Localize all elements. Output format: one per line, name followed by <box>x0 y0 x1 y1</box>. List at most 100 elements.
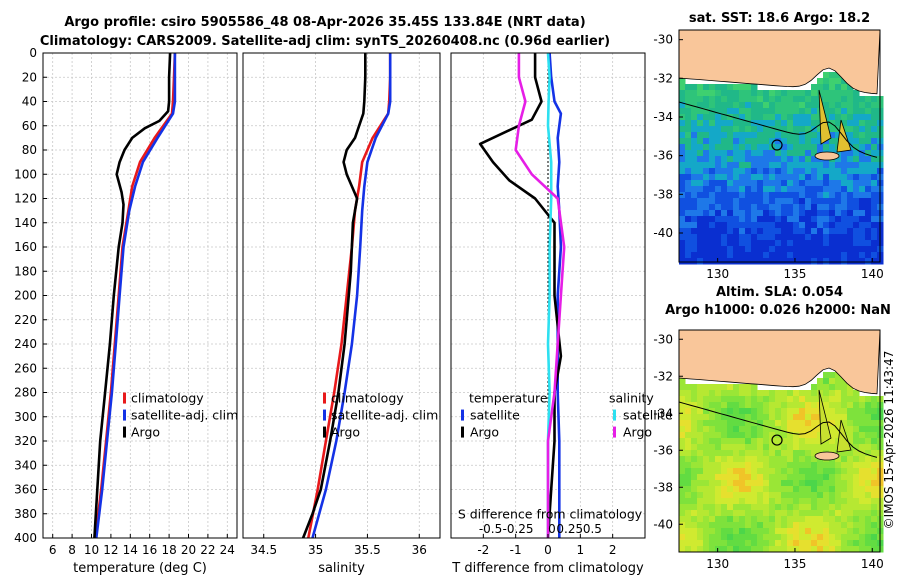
map-cell <box>751 102 758 109</box>
map-cell <box>757 150 764 157</box>
map-cell <box>769 180 776 187</box>
map-cell <box>703 240 710 247</box>
map-cell <box>799 504 806 511</box>
map-cell <box>781 144 788 151</box>
map-cell <box>751 198 758 205</box>
map-cell <box>805 486 812 493</box>
map-cell <box>769 162 776 169</box>
map-cell <box>865 420 872 427</box>
map-cell <box>691 204 698 211</box>
map-cell <box>865 486 872 493</box>
map-cell <box>769 120 776 127</box>
map-cell <box>865 414 872 421</box>
map-cell <box>757 528 764 535</box>
map-cell <box>847 192 854 199</box>
map-cell <box>709 96 716 103</box>
map-cell <box>769 126 776 133</box>
map-cell <box>691 516 698 523</box>
map-cell <box>757 252 764 259</box>
map-cell <box>715 450 722 457</box>
map-cell <box>781 156 788 163</box>
map-cell <box>817 162 824 169</box>
map-cell <box>823 390 830 397</box>
map-cell <box>847 384 854 391</box>
map-cell <box>685 210 692 217</box>
map-cell <box>769 216 776 223</box>
map-cell <box>835 72 842 79</box>
map-cell <box>805 444 812 451</box>
map-cell <box>823 192 830 199</box>
map-cell <box>727 492 734 499</box>
map-cell <box>811 510 818 517</box>
map-cell <box>781 252 788 259</box>
x2-tick-label: 0 <box>548 522 556 536</box>
map-cell <box>793 174 800 181</box>
map-cell <box>853 450 860 457</box>
argo-position-marker <box>771 139 783 151</box>
map-cell <box>787 390 794 397</box>
map-cell <box>781 132 788 139</box>
map-cell <box>799 204 806 211</box>
map-cell <box>835 204 842 211</box>
map-cell <box>703 492 710 499</box>
map-cell <box>703 168 710 175</box>
map-cell <box>697 444 704 451</box>
map-cell <box>865 498 872 505</box>
map-cell <box>715 162 722 169</box>
map-cell <box>805 168 812 175</box>
map-cell <box>703 228 710 235</box>
map-cell <box>763 180 770 187</box>
map-cell <box>841 468 848 475</box>
map-cell <box>685 102 692 109</box>
map-cell <box>697 84 704 91</box>
map-cell <box>805 108 812 115</box>
map-cell <box>739 462 746 469</box>
map-cell <box>739 450 746 457</box>
map-cell <box>685 114 692 121</box>
map-cell <box>709 534 716 541</box>
map-cell <box>721 426 728 433</box>
map-cell <box>709 114 716 121</box>
map-cell <box>757 444 764 451</box>
map-cell <box>691 450 698 457</box>
map-cell <box>721 456 728 463</box>
map-cell <box>769 528 776 535</box>
map-cell <box>763 168 770 175</box>
map-cell <box>679 420 686 427</box>
map-cell <box>781 234 788 241</box>
map-cell <box>691 96 698 103</box>
map-cell <box>727 390 734 397</box>
map-cell <box>835 180 842 187</box>
map-cell <box>733 168 740 175</box>
map-cell <box>751 522 758 529</box>
map-cell <box>841 384 848 391</box>
map-cell <box>703 84 710 91</box>
map-cell <box>775 168 782 175</box>
x-tick-label: 12 <box>103 543 118 557</box>
map-cell <box>829 516 836 523</box>
map-cell <box>817 510 824 517</box>
map-cell <box>787 258 794 265</box>
map-cell <box>811 144 818 151</box>
y-tick-label: 220 <box>14 313 37 327</box>
map-cell <box>823 96 830 103</box>
map-cell <box>865 204 872 211</box>
map-cell <box>715 528 722 535</box>
map-cell <box>691 444 698 451</box>
map-cell <box>679 186 686 193</box>
map-cell <box>799 150 806 157</box>
map-cell <box>733 546 740 553</box>
map-cell <box>853 186 860 193</box>
map-cell <box>775 138 782 145</box>
map-cell <box>853 432 860 439</box>
map-cell <box>775 534 782 541</box>
map-cell <box>829 114 836 121</box>
map-cell <box>841 450 848 457</box>
map-cell <box>805 528 812 535</box>
map-cell <box>679 96 686 103</box>
map-cell <box>703 414 710 421</box>
map-cell <box>679 216 686 223</box>
map-cell <box>679 108 686 115</box>
map-cell <box>829 546 836 553</box>
